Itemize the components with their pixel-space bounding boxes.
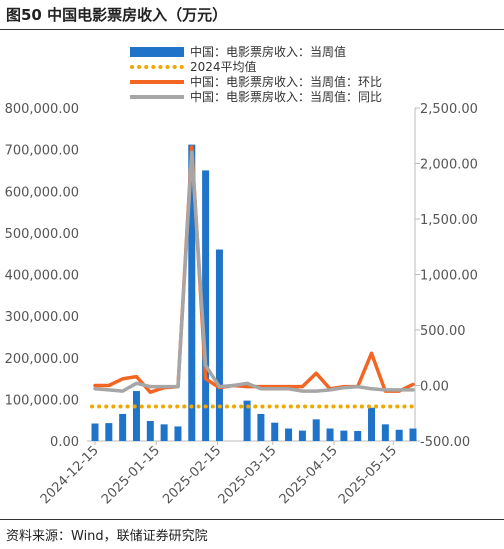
bar-2025-01-12 [146, 421, 154, 441]
bar-2025-05-25 [409, 428, 417, 441]
legend-label: 中国：电影票房收入：当周值：环比 [190, 74, 382, 89]
y-left-tick-label: 100,000.00 [5, 393, 79, 408]
bar-2025-04-20 [340, 430, 348, 441]
bar-2025-01-26 [174, 426, 182, 441]
y-right-tick-label: 2,000.00 [420, 158, 478, 173]
y-left-tick-label: 500,000.00 [5, 227, 79, 242]
y-right-axis: -500.00 0.00 500.00 1,000.00 1,500.00 2,000.0… [415, 102, 478, 450]
mom-line [93, 145, 415, 394]
source-rule [0, 519, 504, 520]
bar-2024-12-29 [119, 413, 127, 441]
bar-2025-05-18 [395, 429, 403, 441]
bar-2025-04-06 [312, 419, 320, 441]
chart: 中国：电影票房收入：当周值2024平均值中国：电影票房收入：当周值：环比中国：电… [5, 44, 478, 507]
bar-2025-01-19 [160, 424, 168, 441]
y-left-tick-label: 0.00 [50, 435, 79, 450]
y-left-tick-label: 800,000.00 [5, 102, 79, 117]
x-tick-label: 2024-12-15 [38, 443, 102, 507]
y-right-tick-label: 0.00 [420, 380, 449, 395]
x-tick-label: 2025-01-15 [99, 443, 163, 507]
bar-2025-05-11 [381, 424, 389, 441]
x-tick-label: 2025-02-15 [160, 443, 224, 507]
y-left-axis: 0.00 100,000.00 200,000.00 300,000.00 400,00… [5, 102, 79, 450]
bar-series [91, 144, 417, 441]
x-tick-label: 2025-05-15 [336, 443, 400, 507]
bar-2025-03-02 [243, 400, 251, 441]
y-left-tick-label: 600,000.00 [5, 185, 79, 200]
title-rule [0, 29, 504, 30]
figure-title: 图50 中国电影票房收入（万元） [6, 6, 228, 24]
bar-2025-03-16 [271, 422, 279, 441]
bar-2025-03-30 [298, 430, 306, 441]
x-tick-label: 2025-04-15 [277, 443, 341, 507]
y-left-tick-label: 700,000.00 [5, 144, 79, 159]
x-axis: 2024-12-152025-01-152025-02-152025-03-15… [38, 441, 400, 507]
bar-2025-02-16 [215, 249, 223, 441]
bar-2025-03-23 [285, 428, 293, 441]
bar-2025-02-02 [188, 144, 196, 441]
y-right-tick-label: 500.00 [420, 324, 466, 339]
bar-2025-04-27 [354, 431, 362, 441]
source-note: 资料来源：Wind，联储证券研究院 [6, 529, 208, 544]
y-left-tick-label: 400,000.00 [5, 269, 79, 284]
x-tick-label: 2025-03-15 [216, 443, 280, 507]
y-right-tick-label: -500.00 [420, 435, 470, 450]
line-series [90, 145, 415, 409]
bar-2025-03-09 [257, 413, 265, 441]
bar-2025-02-09 [202, 170, 210, 441]
legend-swatch-bar [130, 47, 184, 57]
bar-2025-01-05 [132, 391, 140, 441]
y-left-tick-label: 300,000.00 [5, 310, 79, 325]
legend-label: 中国：电影票房收入：当周值：同比 [190, 89, 382, 104]
yoy-line [93, 150, 415, 393]
y-right-tick-label: 1,500.00 [420, 213, 478, 228]
bar-2024-12-22 [105, 423, 113, 441]
legend-label: 2024平均值 [190, 59, 257, 74]
chart-legend: 中国：电影票房收入：当周值2024平均值中国：电影票房收入：当周值：环比中国：电… [130, 44, 382, 104]
bar-2024-12-15 [91, 423, 99, 441]
bar-2025-04-13 [326, 428, 334, 441]
legend-label: 中国：电影票房收入：当周值 [190, 44, 346, 59]
y-right-tick-label: 2,500.00 [420, 102, 478, 117]
bar-2025-05-04 [368, 407, 376, 441]
y-left-tick-label: 200,000.00 [5, 352, 79, 367]
y-right-tick-label: 1,000.00 [420, 269, 478, 284]
